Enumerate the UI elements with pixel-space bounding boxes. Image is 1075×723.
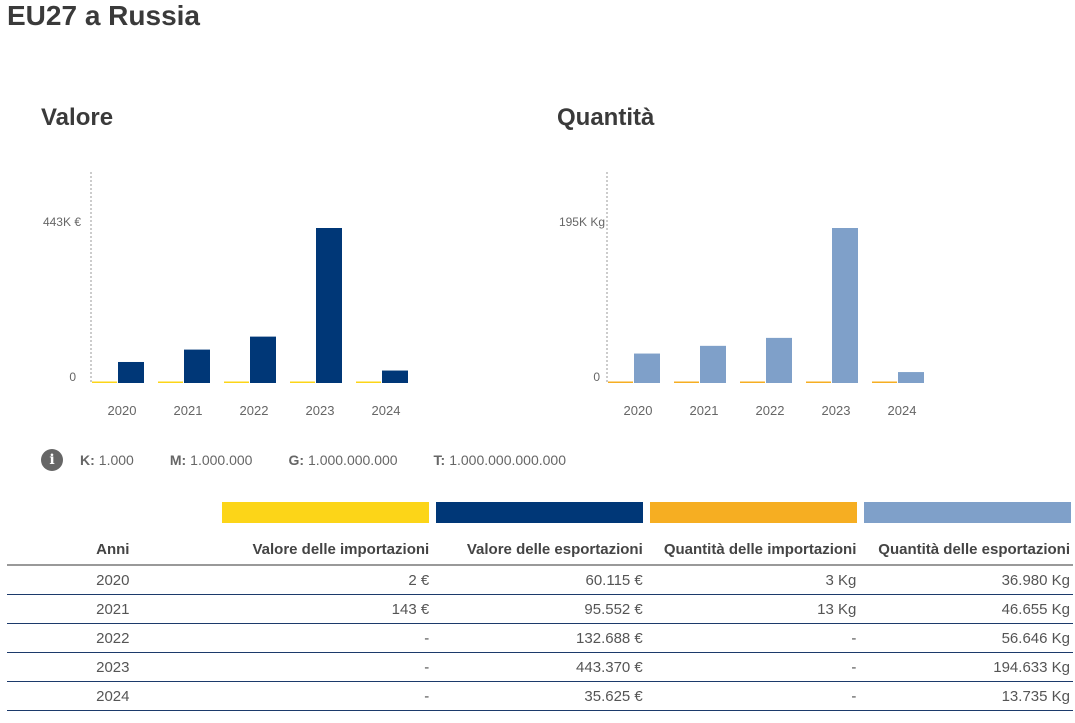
bar-export-2020	[634, 353, 660, 383]
cell-import-quantity: -	[645, 681, 860, 711]
bar-export-2022	[250, 336, 276, 383]
header-export-value: Valore delle esportazioni	[432, 535, 646, 566]
bar-import-2020	[92, 381, 117, 383]
bar-import-2022	[224, 381, 249, 383]
cell-year: 2023	[7, 652, 219, 682]
cell-import-value: 143 €	[218, 594, 433, 624]
bar-import-2022	[740, 381, 765, 383]
x-tick-label: 2020	[624, 403, 653, 418]
cell-year: 2021	[7, 594, 219, 624]
x-tick-label: 2023	[306, 403, 335, 418]
table-row: 2023 - 443.370 € - 194.633 Kg	[7, 652, 1073, 682]
swatch-export-value	[436, 502, 643, 523]
x-tick-label: 2021	[690, 403, 719, 418]
cell-import-quantity: 13 Kg	[645, 594, 860, 624]
x-tick-label: 2022	[756, 403, 785, 418]
swatch-export-quantity	[864, 502, 1071, 523]
quantity-chart: 0 195K Kg 2020 2021 2022 2023 2024	[559, 172, 924, 418]
info-icon[interactable]: i	[41, 449, 63, 471]
cell-export-quantity: 36.980 Kg	[859, 565, 1073, 595]
bar-export-2024	[382, 370, 408, 383]
bar-import-2021	[674, 381, 699, 383]
cell-year: 2022	[7, 623, 219, 653]
bar-export-2020	[118, 361, 144, 383]
cell-export-quantity: 13.735 Kg	[859, 681, 1073, 711]
table-row: 2024 - 35.625 € - 13.735 Kg	[7, 681, 1073, 711]
series-color-swatches	[222, 502, 1075, 523]
value-chart-title: Valore	[41, 104, 114, 131]
cell-import-value: -	[218, 681, 433, 711]
cell-export-quantity: 46.655 Kg	[859, 594, 1073, 624]
value-chart: 0 443K € 2020 2021 2022 2023 2024	[43, 172, 408, 418]
cell-export-quantity: 194.633 Kg	[859, 652, 1073, 682]
cell-export-quantity: 56.646 Kg	[859, 623, 1073, 653]
bar-export-2022	[766, 337, 792, 383]
bar-import-2024	[356, 381, 381, 383]
y-tick-label: 0	[69, 370, 76, 384]
cell-export-value: 60.115 €	[432, 565, 646, 595]
bar-import-2020	[608, 381, 633, 383]
cell-export-value: 443.370 €	[432, 652, 646, 682]
swatch-import-quantity	[650, 502, 857, 523]
table-row: 2020 2 € 60.115 € 3 Kg 36.980 Kg	[7, 565, 1073, 595]
bar-export-2023	[316, 228, 342, 383]
page-title: EU27 a Russia	[7, 0, 200, 31]
table-row: 2022 - 132.688 € - 56.646 Kg	[7, 623, 1073, 653]
bar-export-2024	[898, 372, 924, 383]
x-tick-label: 2021	[174, 403, 203, 418]
cell-export-value: 35.625 €	[432, 681, 646, 711]
header-import-value: Valore delle importazioni	[218, 535, 433, 566]
header-import-quantity: Quantità delle importazioni	[645, 535, 860, 566]
bar-import-2021	[158, 381, 183, 383]
y-tick-label: 195K Kg	[559, 215, 605, 229]
unit-m: M: 1.000.000	[169, 452, 253, 468]
bar-import-2023	[806, 381, 831, 383]
x-tick-label: 2023	[822, 403, 851, 418]
table-row: 2021 143 € 95.552 € 13 Kg 46.655 Kg	[7, 594, 1073, 624]
bar-import-2024	[872, 381, 897, 383]
swatch-import-value	[222, 502, 429, 523]
bar-export-2021	[700, 345, 726, 383]
cell-import-quantity: 3 Kg	[645, 565, 860, 595]
table-header-row: Anni Valore delle importazioni Valore de…	[7, 535, 1073, 566]
bar-import-2023	[290, 381, 315, 383]
cell-year: 2024	[7, 681, 219, 711]
quantity-chart-title: Quantità	[557, 104, 655, 131]
data-table: Anni Valore delle importazioni Valore de…	[7, 535, 1073, 711]
header-export-quantity: Quantità delle esportazioni	[859, 535, 1073, 566]
cell-export-value: 95.552 €	[432, 594, 646, 624]
units-legend: i K: 1.000 M: 1.000.000 G: 1.000.000.000 T:…	[41, 449, 602, 471]
x-tick-label: 2020	[108, 403, 137, 418]
y-tick-label: 0	[593, 370, 600, 384]
y-tick-label: 443K €	[43, 215, 81, 229]
cell-export-value: 132.688 €	[432, 623, 646, 653]
x-tick-label: 2022	[240, 403, 269, 418]
cell-import-value: -	[218, 652, 433, 682]
bar-export-2023	[832, 228, 858, 383]
unit-g: G: 1.000.000.000	[288, 452, 398, 468]
cell-year: 2020	[7, 565, 219, 595]
unit-k: K: 1.000	[80, 452, 134, 468]
x-tick-label: 2024	[888, 403, 917, 418]
header-years: Anni	[7, 535, 219, 566]
cell-import-value: 2 €	[218, 565, 433, 595]
cell-import-quantity: -	[645, 623, 860, 653]
x-tick-label: 2024	[372, 403, 401, 418]
unit-t: T: 1.000.000.000.000	[433, 452, 566, 468]
bar-export-2021	[184, 349, 210, 383]
cell-import-quantity: -	[645, 652, 860, 682]
cell-import-value: -	[218, 623, 433, 653]
